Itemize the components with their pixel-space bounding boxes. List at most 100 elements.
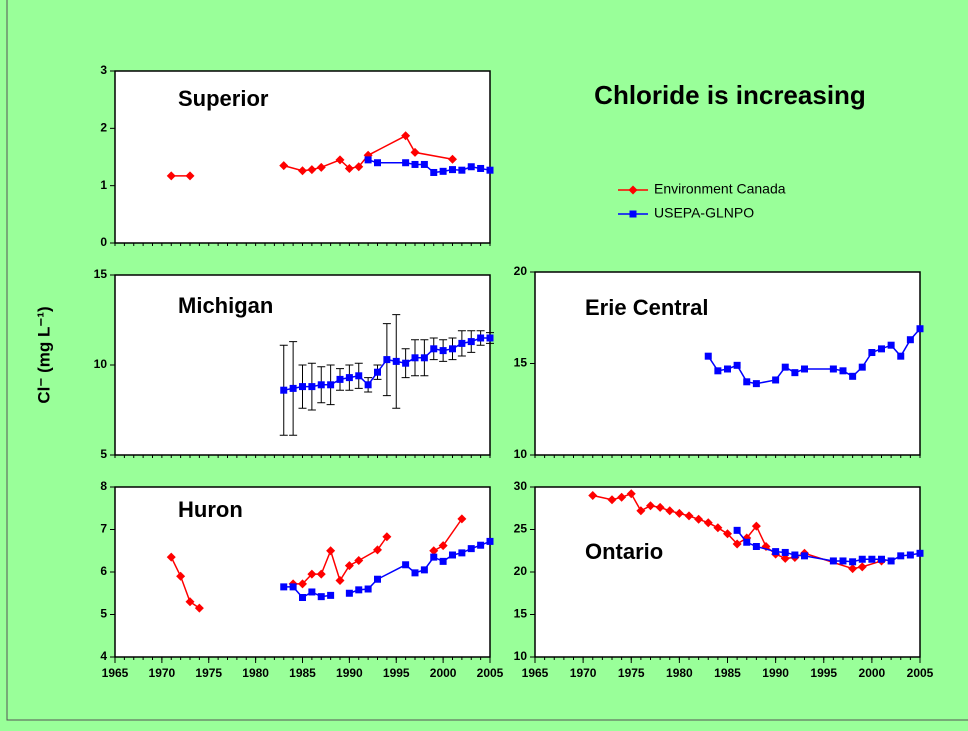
data-point bbox=[724, 365, 731, 373]
data-point bbox=[280, 583, 288, 591]
data-point bbox=[279, 161, 289, 171]
legend-label: USEPA-GLNPO bbox=[654, 205, 754, 221]
data-point bbox=[411, 160, 419, 168]
data-point bbox=[344, 561, 354, 571]
panel-title: Erie Central bbox=[585, 295, 709, 320]
data-point bbox=[401, 131, 411, 141]
data-point bbox=[420, 160, 428, 168]
legend-label: Environment Canada bbox=[654, 181, 786, 197]
y-tick-label: 7 bbox=[100, 522, 107, 536]
data-point bbox=[344, 163, 354, 173]
data-point bbox=[457, 514, 467, 524]
y-tick-label: 8 bbox=[100, 479, 107, 493]
data-point bbox=[626, 489, 636, 499]
data-point bbox=[607, 495, 617, 505]
y-tick-label: 2 bbox=[100, 121, 107, 135]
data-point bbox=[801, 552, 808, 560]
data-point bbox=[868, 349, 876, 357]
legend-marker bbox=[629, 210, 637, 218]
y-tick-label: 10 bbox=[514, 447, 528, 461]
data-point bbox=[382, 532, 392, 542]
data-point bbox=[486, 334, 494, 342]
data-point bbox=[307, 569, 317, 579]
data-point bbox=[916, 325, 924, 333]
plot-area bbox=[114, 486, 491, 658]
data-point bbox=[801, 365, 808, 373]
x-tick-label: 2005 bbox=[907, 666, 934, 680]
data-point bbox=[316, 162, 326, 172]
data-point bbox=[781, 363, 789, 371]
data-point bbox=[655, 502, 665, 512]
panel-title: Michigan bbox=[178, 293, 273, 318]
data-point bbox=[743, 378, 751, 386]
data-point bbox=[411, 354, 419, 362]
x-tick-label: 1965 bbox=[102, 666, 129, 680]
data-point bbox=[299, 594, 306, 601]
data-point bbox=[857, 562, 867, 572]
x-tick-label: 1990 bbox=[762, 666, 789, 680]
x-tick-label: 1970 bbox=[149, 666, 176, 680]
panel-title: Ontario bbox=[585, 539, 663, 564]
data-point bbox=[430, 553, 438, 561]
y-tick-label: 20 bbox=[514, 564, 528, 578]
y-tick-label: 10 bbox=[94, 357, 108, 371]
data-point bbox=[733, 526, 741, 534]
data-point bbox=[185, 171, 195, 181]
data-point bbox=[732, 539, 742, 549]
y-axis-label: Cl⁻ (mg L⁻¹) bbox=[34, 306, 53, 403]
legend-marker bbox=[628, 185, 638, 195]
data-point bbox=[829, 365, 837, 373]
data-point bbox=[354, 162, 364, 172]
data-point bbox=[448, 154, 457, 164]
data-point bbox=[772, 376, 780, 384]
data-point bbox=[743, 538, 751, 546]
y-tick-label: 1 bbox=[100, 178, 107, 192]
data-point bbox=[430, 168, 438, 176]
data-point bbox=[402, 561, 410, 569]
data-point bbox=[839, 557, 847, 565]
data-point bbox=[402, 359, 410, 367]
y-tick-label: 10 bbox=[514, 649, 528, 663]
data-point bbox=[887, 341, 895, 349]
x-tick-label: 1990 bbox=[336, 666, 363, 680]
data-point bbox=[703, 518, 713, 528]
data-point bbox=[280, 386, 288, 394]
data-point bbox=[308, 588, 316, 596]
data-point bbox=[858, 555, 866, 563]
x-tick-label: 1995 bbox=[810, 666, 837, 680]
data-point bbox=[335, 155, 345, 165]
y-tick-label: 30 bbox=[514, 479, 528, 493]
data-point bbox=[849, 372, 857, 380]
data-point bbox=[374, 575, 381, 583]
y-tick-label: 6 bbox=[100, 564, 107, 578]
data-point bbox=[780, 553, 790, 563]
data-point bbox=[299, 383, 306, 391]
panel-title: Superior bbox=[178, 86, 269, 111]
x-tick-label: 1980 bbox=[666, 666, 693, 680]
plot-area bbox=[534, 486, 921, 658]
y-tick-label: 3 bbox=[100, 63, 107, 77]
data-point bbox=[166, 171, 176, 181]
x-tick-label: 1970 bbox=[570, 666, 597, 680]
x-tick-label: 1985 bbox=[714, 666, 741, 680]
x-tick-label: 1985 bbox=[289, 666, 316, 680]
data-point bbox=[477, 334, 485, 342]
x-tick-label: 1980 bbox=[242, 666, 269, 680]
data-point bbox=[373, 545, 382, 555]
data-point bbox=[420, 354, 428, 362]
data-point bbox=[316, 569, 326, 579]
data-point bbox=[848, 564, 858, 574]
data-point bbox=[439, 557, 447, 565]
data-point bbox=[420, 566, 428, 574]
data-point bbox=[878, 555, 885, 563]
data-point bbox=[364, 585, 372, 593]
data-point bbox=[317, 381, 325, 389]
data-point bbox=[665, 506, 675, 516]
x-tick-label: 2000 bbox=[430, 666, 457, 680]
data-point bbox=[477, 541, 485, 549]
data-point bbox=[467, 545, 475, 553]
data-point bbox=[439, 347, 447, 355]
data-point bbox=[383, 356, 391, 364]
data-point bbox=[486, 166, 494, 174]
x-tick-label: 2000 bbox=[859, 666, 886, 680]
